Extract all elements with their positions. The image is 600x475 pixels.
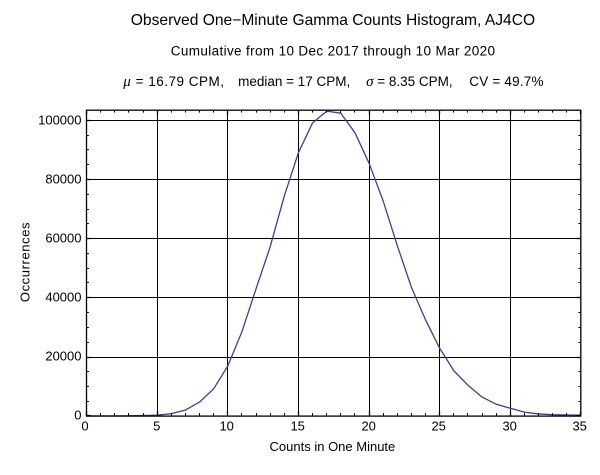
- svg-text:Occurrences: Occurrences: [17, 222, 32, 302]
- svg-text:median = 17 CPM,: median = 17 CPM,: [238, 74, 350, 89]
- svg-text:35: 35: [572, 418, 586, 433]
- svg-text:80000: 80000: [45, 172, 81, 187]
- svg-text:5: 5: [153, 418, 160, 433]
- svg-text:CV = 49.7%: CV = 49.7%: [469, 74, 543, 89]
- svg-text:15: 15: [290, 418, 304, 433]
- svg-text:Observed One−Minute Gamma Coun: Observed One−Minute Gamma Counts Histogr…: [131, 12, 535, 29]
- svg-text:μ = 16.79 CPM,: μ = 16.79 CPM,: [122, 74, 224, 90]
- svg-text:10: 10: [219, 418, 233, 433]
- svg-text:20000: 20000: [45, 349, 81, 364]
- svg-text:60000: 60000: [45, 231, 81, 246]
- svg-text:30: 30: [502, 418, 516, 433]
- svg-text:25: 25: [431, 418, 445, 433]
- svg-text:100000: 100000: [38, 113, 81, 128]
- svg-text:Cumulative from 10 Dec 2017 th: Cumulative from 10 Dec 2017 through 10 M…: [171, 43, 496, 58]
- svg-text:0: 0: [81, 418, 88, 433]
- svg-text:σ = 8.35 CPM,: σ = 8.35 CPM,: [366, 74, 453, 90]
- svg-text:20: 20: [361, 418, 375, 433]
- svg-text:Counts in One Minute: Counts in One Minute: [270, 439, 396, 454]
- svg-text:0: 0: [74, 407, 81, 422]
- svg-text:40000: 40000: [45, 290, 81, 305]
